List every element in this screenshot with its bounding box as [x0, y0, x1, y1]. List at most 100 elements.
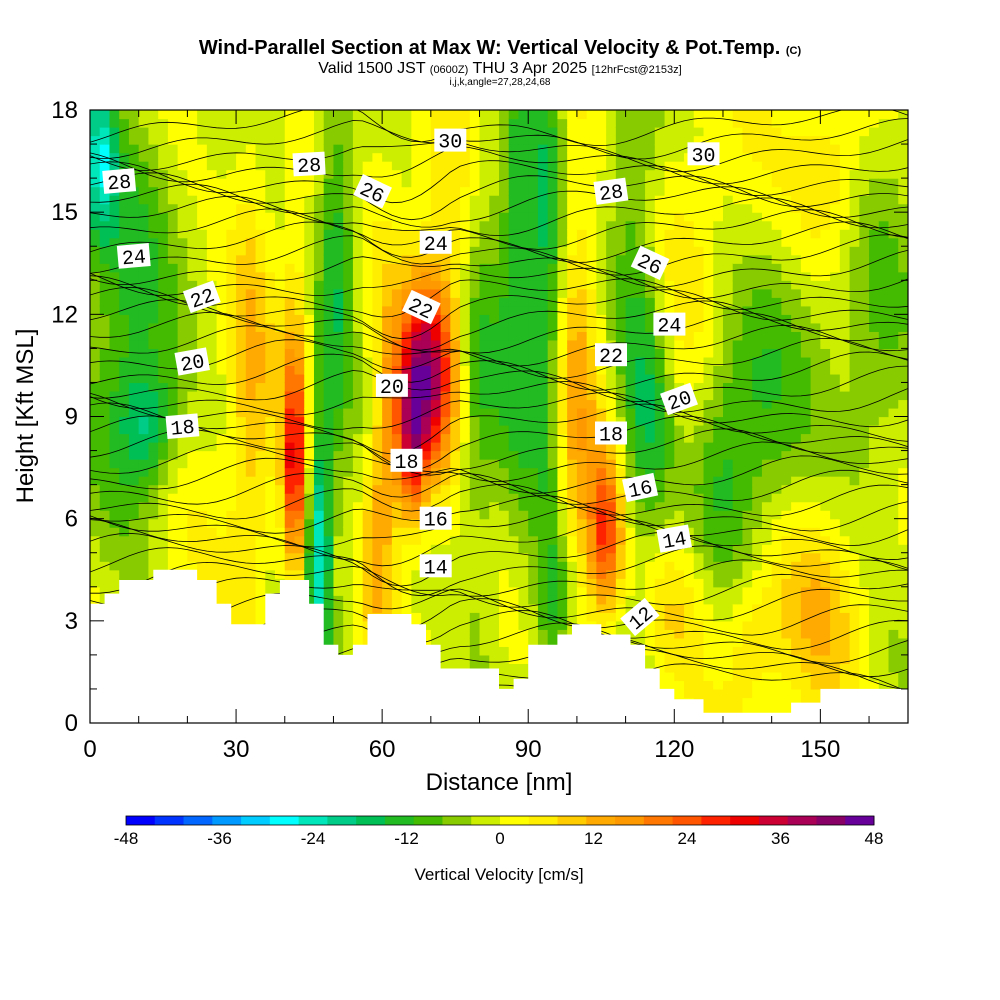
field-cell — [245, 578, 257, 588]
field-cell — [148, 510, 159, 520]
field-cell — [713, 416, 724, 426]
field-cell — [489, 603, 500, 613]
field-cell — [722, 390, 734, 401]
field-cell — [158, 373, 169, 384]
field-cell — [90, 578, 101, 588]
field-cell — [265, 399, 276, 409]
field-cell — [167, 127, 179, 137]
field-cell — [333, 178, 344, 188]
field-cell — [508, 110, 520, 120]
field-cell — [187, 246, 198, 256]
field-cell — [294, 314, 305, 324]
field-cell — [499, 535, 510, 545]
field-cell — [177, 331, 188, 341]
field-cell — [411, 220, 422, 230]
field-cell — [148, 152, 159, 162]
field-cell — [236, 527, 247, 537]
field-cell — [352, 110, 364, 120]
field-cell — [615, 365, 627, 375]
field-cell — [742, 569, 753, 579]
field-cell — [674, 569, 685, 579]
field-cell — [430, 314, 442, 324]
field-cell — [450, 161, 461, 171]
field-cell — [703, 212, 714, 222]
field-cell — [742, 646, 753, 656]
field-cell — [742, 390, 753, 401]
field-cell — [391, 263, 403, 273]
field-cell — [109, 254, 120, 264]
field-cell — [411, 544, 422, 554]
field-cell — [421, 620, 432, 630]
field-cell — [722, 510, 734, 520]
field-cell — [128, 518, 140, 528]
field-cell — [343, 416, 354, 426]
field-cell — [586, 271, 597, 281]
field-cell — [508, 280, 520, 290]
field-cell — [440, 501, 451, 511]
field-cell — [557, 603, 568, 613]
field-cell — [323, 178, 335, 188]
field-cell — [421, 161, 432, 171]
field-cell — [138, 467, 150, 477]
field-cell — [313, 178, 325, 188]
field-cell — [469, 118, 481, 128]
field-cell — [177, 161, 188, 171]
field-cell — [333, 263, 344, 273]
field-cell — [654, 450, 666, 460]
field-cell — [440, 637, 451, 647]
field-cell — [187, 229, 198, 239]
field-cell — [635, 467, 646, 477]
field-cell — [294, 561, 305, 571]
field-cell — [245, 416, 257, 426]
field-cell — [99, 322, 111, 332]
field-cell — [664, 169, 675, 179]
field-cell — [177, 305, 188, 315]
field-cell — [596, 586, 607, 596]
field-cell — [401, 339, 412, 349]
field-cell — [713, 135, 724, 145]
field-cell — [450, 373, 461, 384]
field-cell — [703, 186, 714, 196]
field-cell — [284, 382, 296, 392]
field-cell — [313, 484, 325, 494]
field-cell — [401, 595, 412, 605]
field-cell — [450, 603, 461, 613]
field-cell — [742, 331, 753, 341]
field-cell — [615, 237, 627, 247]
field-cell — [508, 135, 520, 145]
field-cell — [645, 229, 656, 239]
field-cell — [187, 314, 198, 324]
field-cell — [469, 663, 481, 673]
field-cell — [343, 271, 354, 281]
field-cell — [90, 135, 101, 145]
field-cell — [752, 484, 763, 494]
field-cell — [713, 280, 724, 290]
field-cell — [313, 586, 325, 596]
field-cell — [625, 527, 636, 537]
field-cell — [206, 212, 218, 222]
field-cell — [216, 518, 227, 528]
field-cell — [586, 110, 597, 120]
field-cell — [275, 390, 286, 401]
field-cell — [197, 399, 208, 409]
field-cell — [674, 161, 685, 171]
field-cell — [742, 186, 753, 196]
field-cell — [450, 569, 461, 579]
field-cell — [245, 135, 257, 145]
field-cell — [450, 152, 461, 162]
field-cell — [138, 161, 150, 171]
field-cell — [284, 518, 296, 528]
field-cell — [109, 237, 120, 247]
field-cell — [255, 518, 266, 528]
field-cell — [236, 510, 247, 520]
field-cell — [713, 220, 724, 230]
field-cell — [284, 161, 296, 171]
field-cell — [489, 322, 500, 332]
field-cell — [489, 229, 500, 239]
field-cell — [645, 493, 656, 503]
field-cell — [245, 314, 257, 324]
field-cell — [323, 297, 335, 307]
field-cell — [752, 271, 763, 281]
field-cell — [148, 246, 159, 256]
field-cell — [226, 544, 237, 554]
